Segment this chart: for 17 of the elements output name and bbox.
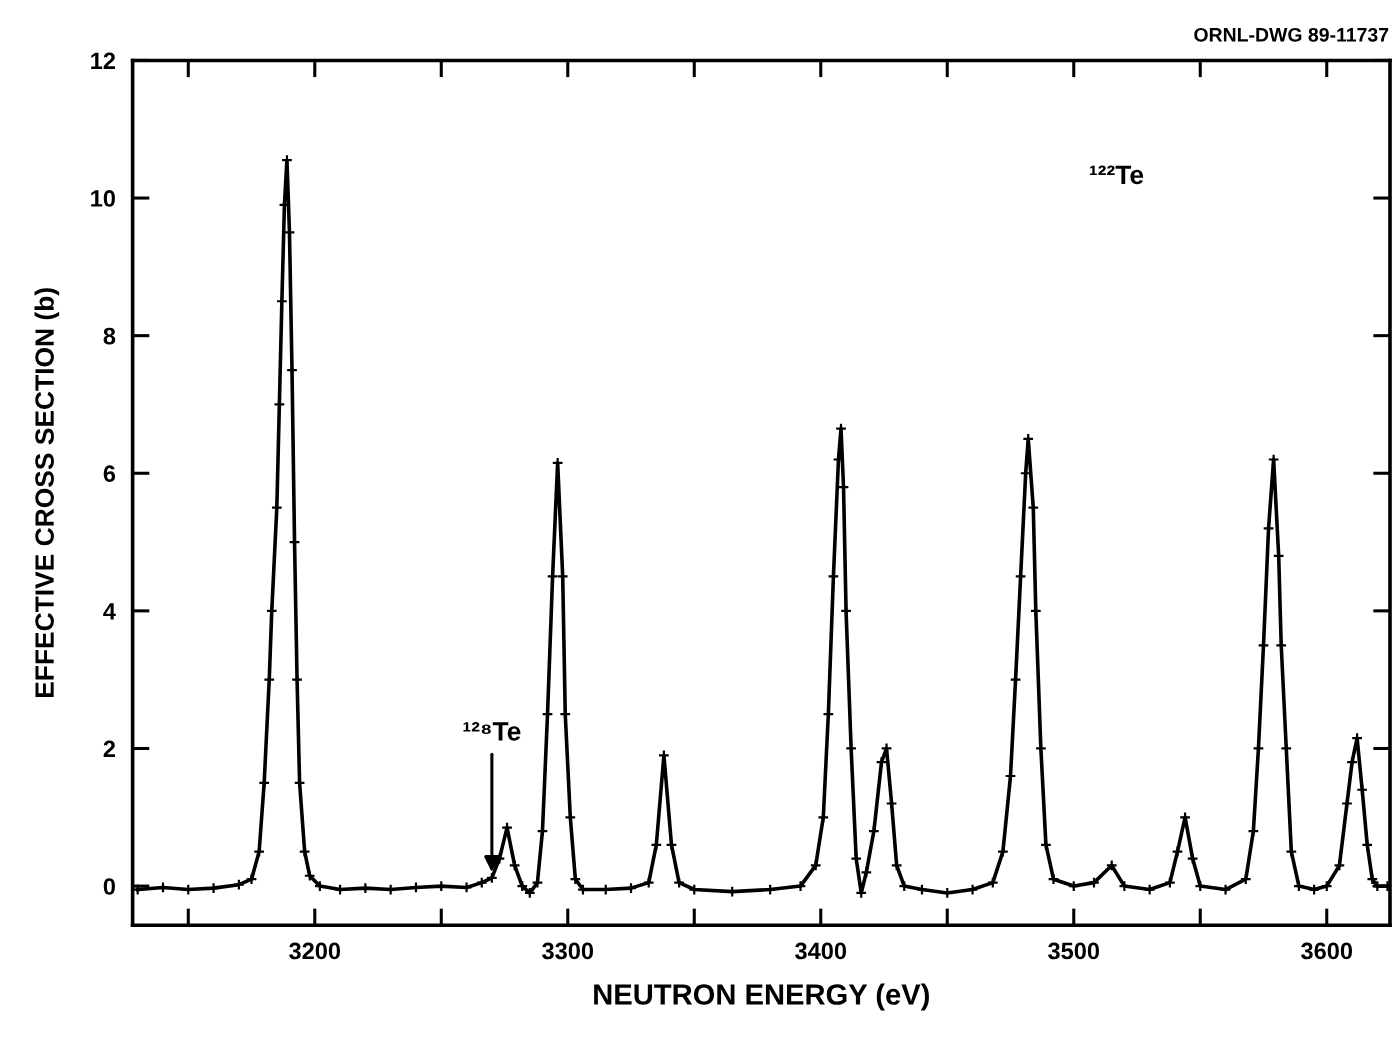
y-tick-label: 10 — [91, 190, 115, 207]
x-tick-label: 3600 — [1301, 942, 1353, 960]
y-tick-label: 12 — [91, 52, 116, 69]
x-tick-label: 3200 — [289, 942, 341, 960]
y-tick-label: 0 — [103, 878, 115, 895]
y-tick-label: 2 — [103, 740, 116, 758]
annotation: ¹²⁸Te — [463, 722, 521, 741]
text: ORNL-DWG 89-11737 — [1194, 27, 1389, 42]
x-tick-label: 3300 — [542, 942, 594, 960]
x-axis-title: NEUTRON ENERGY (eV) — [594, 983, 929, 1011]
y-tick-label: 8 — [103, 327, 116, 345]
y-tick-label: 6 — [103, 465, 116, 483]
x-tick-label: 3500 — [1048, 942, 1100, 960]
x-tick-label: 3400 — [795, 942, 847, 960]
y-tick-label: 4 — [103, 603, 116, 620]
y-axis-title: EFFECTIVE CROSS SECTION (b) — [34, 288, 60, 698]
annotation: ¹²²Te — [1089, 165, 1144, 185]
